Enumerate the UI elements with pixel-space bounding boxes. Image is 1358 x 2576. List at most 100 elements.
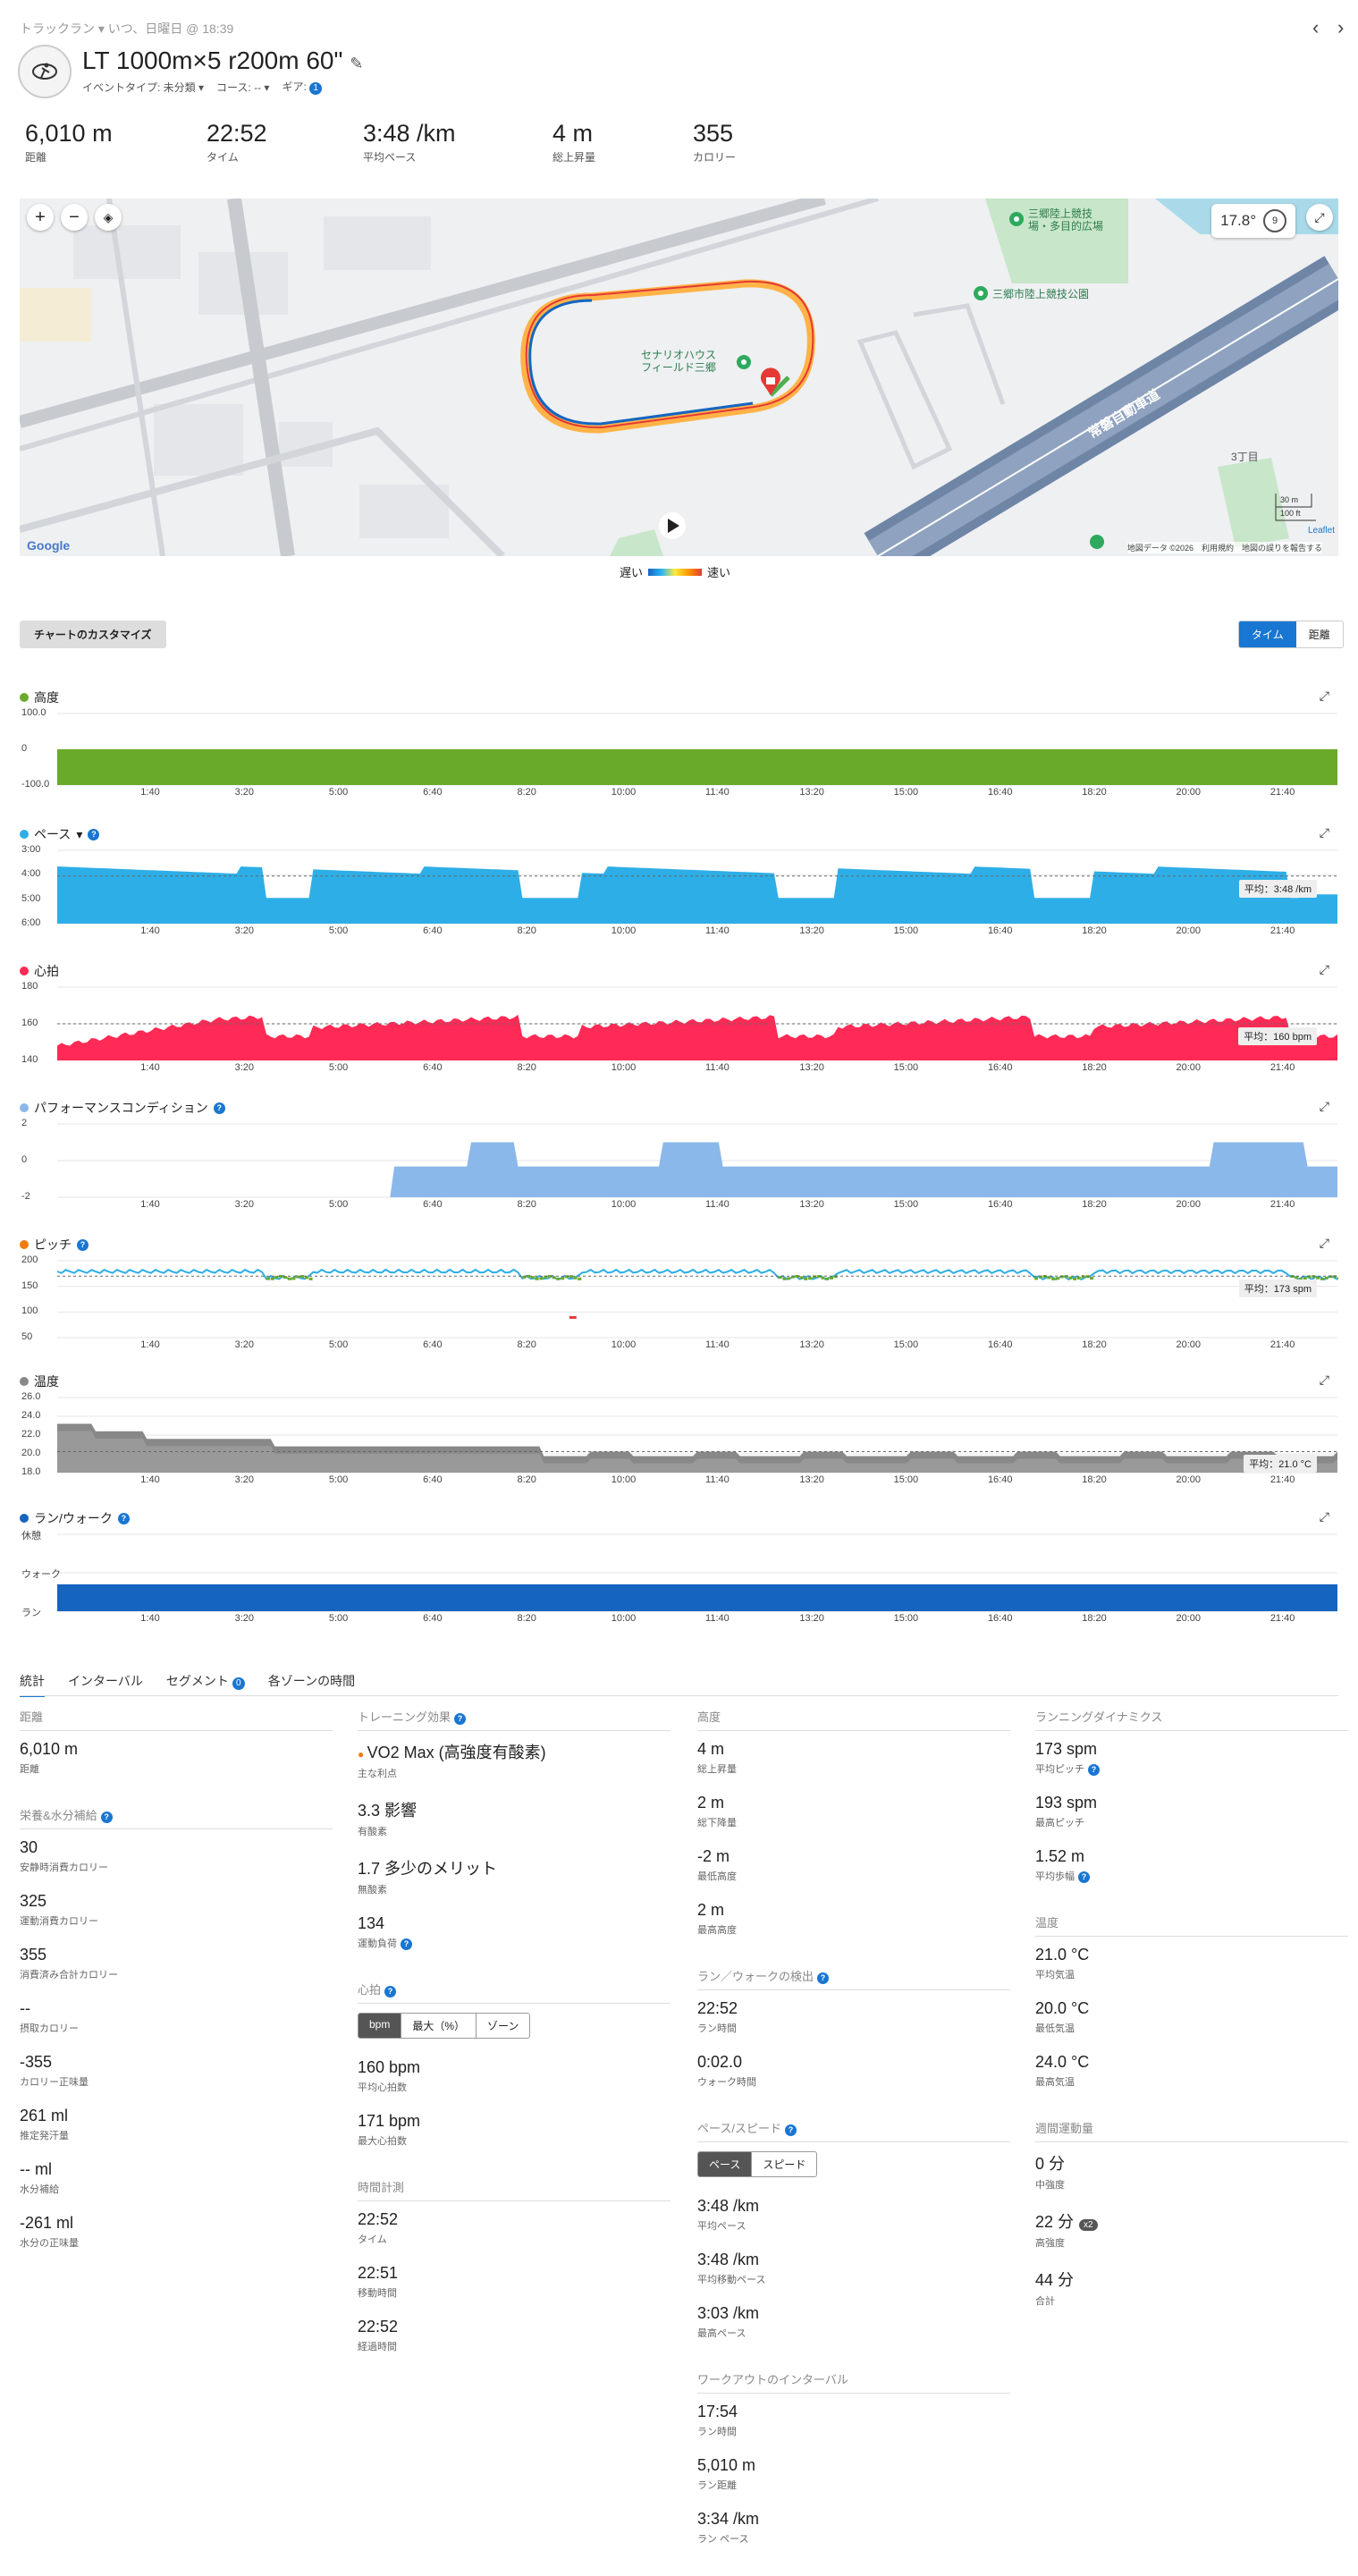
help-icon[interactable]: ? (100, 1812, 113, 1823)
help-icon[interactable]: ? (117, 1512, 130, 1524)
x-tick-label: 6:40 (423, 1613, 443, 1624)
stat-label: 距離 (20, 1764, 39, 1775)
chart-svg[interactable] (20, 962, 1338, 1082)
stat-item: 160 bpm 平均心拍数 (358, 2058, 671, 2094)
x-tick-label: 13:20 (799, 1339, 824, 1350)
tab-intervals[interactable]: インターバル (68, 1674, 143, 1688)
edit-icon[interactable]: ✎ (350, 55, 364, 72)
x-tick-label: 10:00 (611, 925, 637, 936)
prev-activity-icon[interactable]: ‹ (1312, 16, 1320, 38)
expand-chart-icon[interactable]: ⤢ (1319, 1509, 1329, 1524)
help-icon[interactable]: ? (213, 1102, 225, 1114)
stat-item: 24.0 °C 最高気温 (1035, 2053, 1348, 2089)
help-icon[interactable]: ? (88, 828, 100, 840)
help-icon[interactable]: ? (77, 1238, 89, 1251)
zoom-in-button[interactable]: + (27, 204, 54, 231)
legend-dot (20, 967, 29, 976)
route-map[interactable]: + − ◈ 17.8° 9 ⤢ セナリオハウス フィールド三郷 三郷市陸上競技公… (20, 198, 1338, 556)
stats-tabs: 統計 インターバル セグメント 0 各ゾーンの時間 (20, 1672, 355, 1697)
tab-segments[interactable]: セグメント 0 (166, 1672, 245, 1697)
stat-value: 4 m (697, 1740, 725, 1758)
stat-label: 最高高度 (697, 1925, 737, 1936)
stat-label: 無酸素 (358, 1885, 387, 1896)
help-icon[interactable]: ? (1078, 1871, 1090, 1883)
metric-dropdown-icon[interactable]: ▾ (76, 826, 83, 841)
toggle-option[interactable]: ゾーン (487, 2020, 519, 2032)
tab-zones[interactable]: 各ゾーンの時間 (267, 1674, 356, 1688)
expand-chart-icon[interactable]: ⤢ (1319, 1236, 1329, 1250)
x-tick-label: 21:40 (1269, 1199, 1295, 1210)
chart-cadence: ピッチ? ⤢ 200 150 100 50 平均：173 spm 1:40 3:20 5:00 6:… (20, 1236, 1338, 1359)
chart-svg[interactable] (20, 688, 1338, 807)
help-icon[interactable]: ? (384, 1986, 397, 1997)
section-temperature: 温度 (1035, 1913, 1348, 1937)
leaflet-link[interactable]: Leaflet (1307, 526, 1335, 536)
expand-chart-icon[interactable]: ⤢ (1319, 1099, 1329, 1113)
y-tick-label: 50 (21, 1331, 33, 1342)
stat-item: 22:52 タイム (358, 2210, 671, 2246)
x-tick-label: 15:00 (893, 1613, 919, 1624)
toggle-option[interactable]: bpm (358, 2014, 402, 2038)
breadcrumb[interactable]: トラックラン ▾ いつ、日曜日 @ 18:39 (20, 21, 234, 36)
stat-label: 中強度 (1035, 2180, 1065, 2191)
toggle-option[interactable]: 最大（%） (401, 2014, 477, 2038)
stat-item: ● VO2 Max (高強度有酸素) 主な利点 (358, 1740, 671, 1780)
stat-value: -2 m (697, 1847, 730, 1865)
stat-item: 173 spm 平均ピッチ? (1035, 1740, 1348, 1776)
next-activity-icon[interactable]: › (1337, 16, 1345, 38)
activity-meta: イベントタイプ: 未分類 ▾ コース: -- ▾ ギア: 1 (82, 79, 323, 95)
help-icon[interactable]: ? (401, 1938, 412, 1950)
help-icon[interactable]: ? (1088, 1764, 1100, 1776)
stat-value: 355 (20, 1946, 47, 1964)
expand-chart-icon[interactable]: ⤢ (1319, 825, 1329, 840)
speed-gradient (648, 568, 703, 576)
customize-charts-button[interactable]: チャートのカスタマイズ (20, 621, 166, 648)
average-label: 平均：173 spm (1238, 1280, 1317, 1298)
layers-icon[interactable]: ◈ (95, 204, 122, 231)
stat-label: カロリー正味量 (20, 2077, 89, 2088)
stat-label: ラン時間 (697, 2427, 737, 2437)
x-tick-label: 20:00 (1176, 1474, 1202, 1485)
chart-svg[interactable] (20, 1509, 1338, 1633)
help-icon[interactable]: ? (454, 1713, 467, 1725)
chart-svg[interactable] (20, 1099, 1338, 1219)
toggle-option[interactable]: ペース (698, 2152, 753, 2176)
x-tick-label: 16:40 (987, 1199, 1013, 1210)
expand-chart-icon[interactable]: ⤢ (1319, 688, 1329, 703)
cadence-series-line (56, 1268, 1338, 1281)
tab-stats[interactable]: 統計 (20, 1672, 45, 1697)
help-icon[interactable]: ? (817, 1972, 830, 1984)
gear-link[interactable]: ギア: 1 (282, 79, 323, 95)
x-tick-label: 13:20 (799, 925, 824, 936)
x-tick-label: 11:40 (705, 1474, 730, 1485)
section-runwalk: ラン／ウォークの検出? (697, 1967, 1010, 1990)
distance-toggle[interactable]: 距離 (1308, 629, 1330, 641)
help-icon[interactable]: ? (784, 2124, 797, 2136)
activity-type-icon (18, 45, 72, 98)
expand-chart-icon[interactable]: ⤢ (1319, 962, 1329, 976)
chart-svg[interactable] (20, 1372, 1338, 1494)
expand-chart-icon[interactable]: ⤢ (1319, 1372, 1329, 1387)
map-attribution[interactable]: 地図データ ©2026 利用規約 地図の誤りを報告する (1126, 542, 1322, 553)
stat-label: タイム (358, 2234, 387, 2245)
course-select[interactable]: コース: -- ▾ (216, 80, 270, 94)
chart-svg[interactable] (20, 1236, 1338, 1359)
x-tick-label: 18:20 (1082, 1339, 1107, 1350)
chart-svg[interactable] (20, 825, 1338, 945)
x-tick-label: 15:00 (893, 1474, 919, 1485)
weather-widget[interactable]: 17.8° 9 (1211, 204, 1295, 238)
stat-item: 22 分 x2 高強度 (1035, 2209, 1348, 2250)
stat-item: 1.52 m 平均歩幅? (1035, 1847, 1348, 1883)
stat-value: 134 (358, 1914, 385, 1932)
x-tick-label: 16:40 (987, 1339, 1013, 1350)
time-toggle[interactable]: タイム (1239, 621, 1296, 647)
series-area-runwalk (57, 1584, 1337, 1611)
toggle-option[interactable]: スピード (763, 2158, 806, 2171)
map-label-field: 三郷陸上競技 場・多目的広場 (1028, 207, 1104, 232)
zoom-out-button[interactable]: − (61, 204, 88, 231)
stat-label: ウォーク時間 (697, 2077, 756, 2088)
fullscreen-icon[interactable]: ⤢ (1306, 204, 1333, 231)
event-type-select[interactable]: イベントタイプ: 未分類 ▾ (82, 80, 205, 94)
stat-value: ● VO2 Max (高強度有酸素) (358, 1744, 546, 1761)
x-tick-label: 20:00 (1176, 1199, 1202, 1210)
